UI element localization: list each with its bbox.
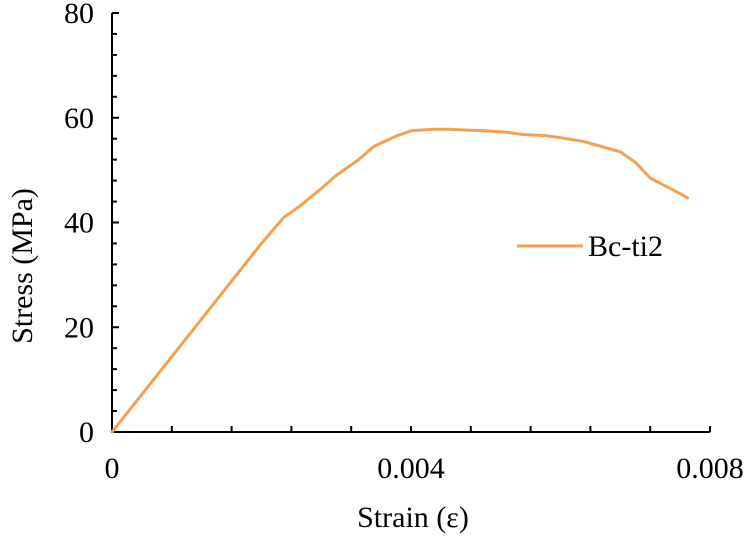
minor-ticks [111, 12, 711, 433]
series-layer [110, 127, 690, 434]
x-tick-labels: 0 0.004 0.008 [105, 452, 744, 485]
y-tick-label: 20 [64, 311, 94, 344]
y-tick-label: 0 [79, 416, 94, 449]
y-tick-labels: 0 20 40 60 80 [64, 0, 94, 449]
x-tick-label: 0 [105, 452, 120, 485]
series-line-bc-ti2 [110, 127, 690, 434]
legend-label-bc-ti2: Bc-ti2 [588, 230, 663, 263]
x-tick-label: 0.008 [676, 452, 744, 485]
y-tick-label: 40 [64, 207, 94, 240]
x-tick-label: 0.004 [377, 452, 445, 485]
legend: Bc-ti2 [517, 230, 663, 263]
y-axis-title: Stress (MPa) [6, 188, 39, 344]
x-axis-title: Strain (ε) [357, 501, 469, 534]
y-tick-label: 80 [64, 0, 94, 30]
y-tick-label: 60 [64, 102, 94, 135]
